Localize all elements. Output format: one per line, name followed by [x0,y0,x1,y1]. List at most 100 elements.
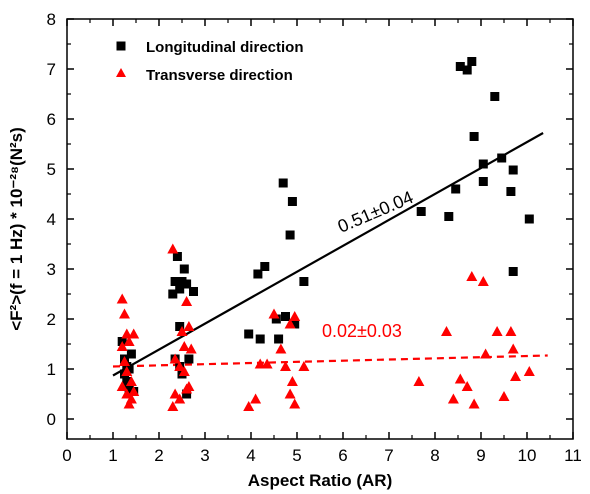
transverse-point [169,353,181,364]
longitudinal-point [416,207,426,216]
transverse-point [441,326,452,336]
transverse-point [176,326,188,336]
transverse-point [116,293,128,304]
longitudinal-point [175,322,185,331]
longitudinal-point [253,269,263,279]
longitudinal-point [524,214,534,224]
longitudinal-point [255,334,265,344]
legend-label-longitudinal: Longitudinal direction [146,39,304,56]
transverse-point [181,383,193,394]
longitudinal-point [124,384,134,394]
longitudinal-point [469,132,479,141]
plot-frame [66,18,574,440]
transverse-point [119,308,130,319]
longitudinal-point [478,159,488,169]
transverse-point [523,366,535,376]
transverse-point [116,341,128,351]
longitudinal-point [490,92,500,101]
transverse-point [454,373,466,384]
longitudinal-point [287,197,297,206]
transverse-point [289,398,301,409]
longitudinal-point [172,252,182,261]
transverse-point [123,336,135,346]
transverse-point [185,343,197,354]
x-tick-label: 0 [62,446,71,465]
transverse-point [128,386,140,396]
longitudinal-point [299,277,309,286]
legend-label-transverse: Transverse direction [146,67,293,84]
longitudinal-point [478,177,488,186]
transverse-point [477,276,489,286]
x-tick-label: 6 [338,446,347,465]
transverse-point [178,366,190,376]
longitudinal-point [244,329,254,339]
y-tick-label: 2 [47,310,56,329]
transverse-point [413,376,425,386]
x-tick-label: 3 [200,446,209,465]
longitudinal-point [179,264,189,274]
transverse-point [289,311,301,321]
transverse-point [169,388,181,399]
longitudinal-point [175,284,185,294]
longitudinal-point [467,57,477,66]
transverse-point [468,398,480,409]
transverse-point [280,361,291,371]
y-tick-label: 3 [47,260,56,279]
transverse-point [121,366,133,376]
transverse-point [123,398,135,409]
transverse-point [250,393,262,404]
y-axis-title: <F²>(f = 1 Hz) * 10⁻²⁸(N²s) [7,127,26,331]
y-tick-label: 5 [47,160,56,179]
transverse-point [286,376,298,386]
transverse-point [181,296,193,306]
y-tick-label: 4 [47,210,56,229]
data-points [116,57,535,411]
transverse-point [461,381,473,391]
transverse-point [125,376,137,386]
y-tick-label: 7 [47,60,56,79]
longitudinal-point [455,62,465,71]
y-tick-label: 8 [47,10,56,29]
longitudinal-point [260,262,270,271]
transverse-point [167,243,179,254]
longitudinal-point [189,287,198,296]
transverse-point [268,308,280,319]
x-tick-label: 9 [476,446,485,465]
x-axis-title: Aspect Ratio (AR) [248,471,393,490]
longitudinal-point [124,364,134,374]
transverse-point [498,391,510,401]
longitudinal-point [177,277,187,286]
transverse-point [275,343,287,354]
y-tick-label: 6 [47,110,56,129]
transverse-point [167,401,179,411]
longitudinal-point [462,65,472,75]
longitudinal-point [182,389,192,399]
transverse-point [174,361,186,371]
longitudinal-point [168,289,178,299]
legend-marker-transverse [116,68,126,77]
transverse-point [510,371,521,381]
x-tick-label: 5 [292,446,301,465]
longitudinal-point [184,354,194,364]
x-tick-label: 4 [246,446,255,465]
transverse-point [121,328,133,339]
legend: Longitudinal direction Transverse direct… [116,39,304,84]
longitudinal-point [170,277,180,286]
transverse-point [254,358,266,369]
longitudinal-point [497,153,507,163]
y-tick-label: 0 [47,410,56,429]
longitudinal-point [508,267,518,276]
longitudinal-point [182,279,192,289]
longitudinal-point [271,314,281,324]
transverse-point [116,381,128,391]
x-tick-label: 2 [154,446,163,465]
legend-marker-longitudinal [116,41,126,51]
transverse-point [243,401,255,411]
x-tick-label: 1 [108,446,117,465]
axis-ticks: 0 1 2 3 4 5 6 7 8 9 10 11 0 1 2 3 4 5 6 7 8 [47,10,582,465]
transverse-slope-label: 0.02±0.03 [322,321,402,341]
longitudinal-point [290,319,300,329]
longitudinal-point [122,377,132,386]
transverse-point [183,321,195,331]
